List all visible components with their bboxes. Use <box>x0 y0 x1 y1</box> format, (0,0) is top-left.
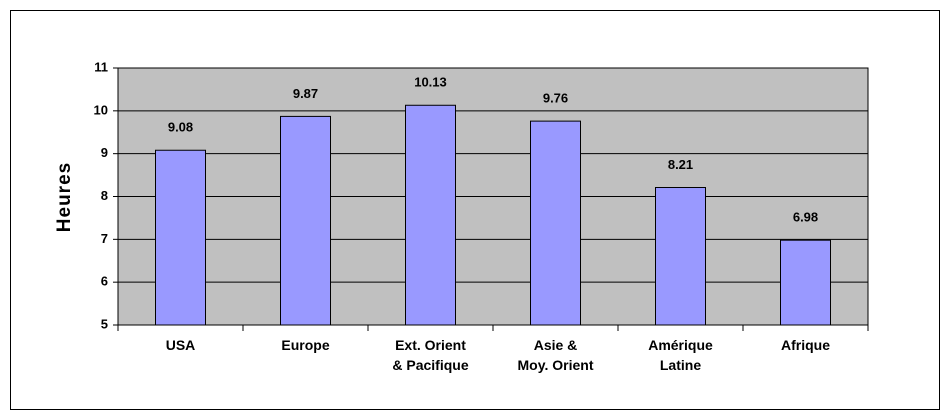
bar <box>780 239 831 326</box>
y-tick-label: 7 <box>101 231 108 246</box>
y-tick-label: 9 <box>101 145 108 160</box>
value-label: 9.76 <box>543 91 568 106</box>
frame <box>10 10 940 410</box>
y-tick-label: 8 <box>101 188 108 203</box>
bar <box>280 115 331 326</box>
x-tick-label: Asie & Moy. Orient <box>517 337 594 373</box>
value-label: 10.13 <box>414 75 447 90</box>
value-label: 9.87 <box>293 86 318 101</box>
y-tick-label: 5 <box>101 316 108 331</box>
x-tick-label: USA <box>165 337 196 353</box>
value-label: 6.98 <box>793 210 818 225</box>
y-tick-label: 10 <box>94 102 108 117</box>
y-tick-label: 6 <box>101 274 108 289</box>
x-tick-label: Ext. Orient & Pacifique <box>392 337 469 373</box>
x-tick-label: Afrique <box>781 337 830 353</box>
bar <box>155 149 206 326</box>
bar <box>655 187 706 326</box>
value-label: 9.08 <box>168 120 193 135</box>
bar <box>405 104 456 326</box>
x-tick-label: Europe <box>281 337 330 353</box>
y-tick-label: 11 <box>94 59 108 74</box>
y-axis-label: Heures <box>54 162 75 232</box>
x-tick-label: Amérique Latine <box>648 337 713 373</box>
value-label: 8.21 <box>668 157 693 172</box>
bar <box>530 120 581 326</box>
